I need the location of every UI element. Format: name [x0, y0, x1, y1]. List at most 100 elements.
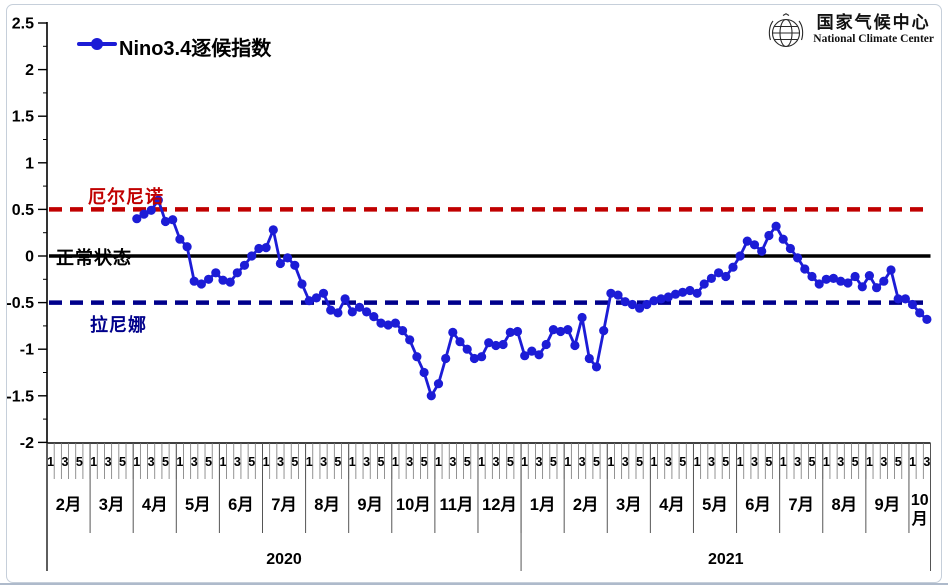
svg-text:3: 3: [320, 455, 327, 469]
svg-text:5月: 5月: [185, 495, 211, 514]
svg-text:1: 1: [607, 455, 614, 469]
svg-text:3: 3: [449, 455, 456, 469]
svg-text:1: 1: [220, 455, 227, 469]
svg-text:10月: 10月: [396, 495, 431, 514]
normal-state-label: 正常状态: [56, 248, 132, 268]
svg-text:5: 5: [334, 455, 341, 469]
svg-text:-2: -2: [20, 435, 34, 452]
svg-text:2021: 2021: [708, 551, 744, 568]
svg-text:4月: 4月: [142, 495, 168, 514]
svg-text:5: 5: [895, 455, 902, 469]
svg-text:3: 3: [751, 455, 758, 469]
svg-text:3: 3: [536, 455, 543, 469]
svg-text:1: 1: [866, 455, 873, 469]
el-nino-threshold-label: 厄尔尼诺: [88, 187, 164, 207]
svg-text:3: 3: [923, 455, 930, 469]
svg-text:10月: 10月: [911, 492, 929, 528]
svg-text:1: 1: [263, 455, 270, 469]
svg-text:-1: -1: [20, 342, 34, 359]
svg-text:1: 1: [909, 455, 916, 469]
svg-text:1: 1: [737, 455, 744, 469]
logo-english-title: National Climate Center: [813, 32, 934, 45]
svg-text:5: 5: [291, 455, 298, 469]
svg-text:3: 3: [794, 455, 801, 469]
svg-text:1: 1: [478, 455, 485, 469]
svg-text:8月: 8月: [831, 495, 857, 514]
svg-text:1: 1: [133, 455, 140, 469]
la-nina-threshold-label: 拉尼娜: [90, 315, 147, 335]
svg-text:3: 3: [492, 455, 499, 469]
svg-text:5: 5: [507, 455, 514, 469]
svg-text:5: 5: [162, 455, 169, 469]
svg-text:1: 1: [176, 455, 183, 469]
svg-text:3: 3: [665, 455, 672, 469]
svg-text:1: 1: [90, 455, 97, 469]
svg-text:2月: 2月: [56, 495, 82, 514]
svg-text:1: 1: [47, 455, 54, 469]
svg-text:12月: 12月: [482, 495, 517, 514]
svg-text:1: 1: [435, 455, 442, 469]
svg-text:3: 3: [880, 455, 887, 469]
svg-text:9月: 9月: [875, 495, 901, 514]
globe-emblem-icon: [769, 13, 804, 48]
svg-text:3: 3: [708, 455, 715, 469]
svg-text:3: 3: [148, 455, 155, 469]
svg-text:5: 5: [248, 455, 255, 469]
reference-lines: [49, 207, 931, 305]
svg-text:5: 5: [722, 455, 729, 469]
svg-text:5: 5: [378, 455, 385, 469]
svg-text:1: 1: [823, 455, 830, 469]
svg-text:6月: 6月: [228, 495, 254, 514]
svg-text:2020: 2020: [266, 551, 302, 568]
svg-text:5月: 5月: [702, 495, 728, 514]
svg-text:2.5: 2.5: [12, 16, 34, 33]
svg-text:8月: 8月: [314, 495, 340, 514]
svg-text:3: 3: [277, 455, 284, 469]
svg-text:5: 5: [421, 455, 428, 469]
svg-text:2: 2: [25, 62, 34, 79]
svg-text:4月: 4月: [659, 495, 685, 514]
svg-text:5: 5: [809, 455, 816, 469]
national-climate-center-logo: 国家气候中心 National Climate Center: [767, 13, 934, 53]
svg-text:3: 3: [579, 455, 586, 469]
svg-text:1: 1: [694, 455, 701, 469]
svg-text:3月: 3月: [616, 495, 642, 514]
svg-text:3: 3: [837, 455, 844, 469]
svg-text:-1.5: -1.5: [6, 388, 34, 405]
svg-text:5: 5: [679, 455, 686, 469]
svg-text:1.5: 1.5: [12, 109, 34, 126]
svg-text:1: 1: [521, 455, 528, 469]
svg-text:3月: 3月: [99, 495, 125, 514]
svg-text:5: 5: [464, 455, 471, 469]
data-series: [132, 195, 932, 401]
svg-text:5: 5: [119, 455, 126, 469]
svg-text:9月: 9月: [357, 495, 383, 514]
svg-text:3: 3: [61, 455, 68, 469]
svg-text:5: 5: [76, 455, 83, 469]
svg-text:5: 5: [205, 455, 212, 469]
legend-marker-dot: [91, 38, 103, 50]
svg-text:1: 1: [306, 455, 313, 469]
svg-text:7月: 7月: [271, 495, 297, 514]
svg-text:0: 0: [25, 249, 34, 266]
svg-text:3: 3: [363, 455, 370, 469]
svg-text:1: 1: [349, 455, 356, 469]
svg-text:7月: 7月: [788, 495, 814, 514]
svg-text:1: 1: [564, 455, 571, 469]
svg-text:1: 1: [650, 455, 657, 469]
svg-text:3: 3: [191, 455, 198, 469]
svg-text:5: 5: [765, 455, 772, 469]
svg-text:3: 3: [406, 455, 413, 469]
svg-text:3: 3: [105, 455, 112, 469]
svg-text:0.5: 0.5: [12, 202, 34, 219]
svg-text:11月: 11月: [439, 495, 473, 514]
logo-chinese-title: 国家气候中心: [816, 13, 931, 32]
svg-text:5: 5: [593, 455, 600, 469]
svg-text:1月: 1月: [530, 495, 556, 514]
svg-text:1: 1: [392, 455, 399, 469]
svg-text:3: 3: [622, 455, 629, 469]
svg-text:5: 5: [550, 455, 557, 469]
svg-text:3: 3: [234, 455, 241, 469]
